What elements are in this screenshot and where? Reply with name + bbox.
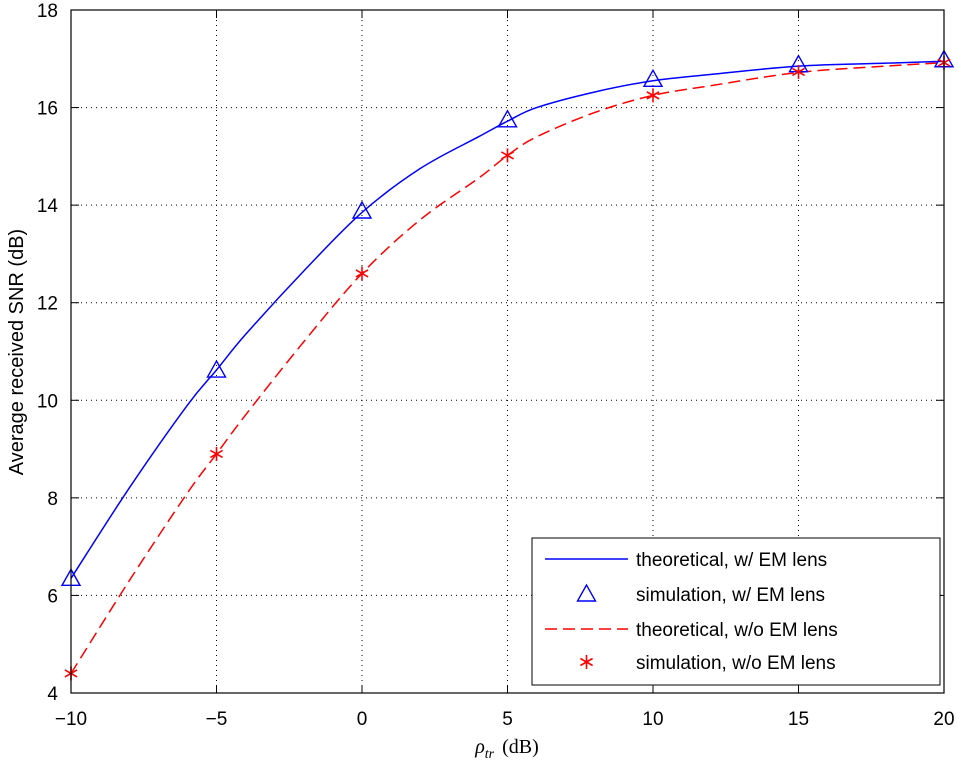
data-point-triangle	[206, 359, 227, 378]
legend-swatch-asterisk	[580, 655, 593, 669]
y-tick-label: 18	[37, 1, 58, 22]
x-tick-label: −5	[206, 709, 228, 730]
y-tick-label: 14	[37, 196, 59, 217]
x-tick-label: 0	[357, 709, 368, 730]
data-point-asterisk	[210, 446, 223, 461]
x-axis-label: ρtr (dB)	[474, 736, 539, 762]
data-point-triangle	[497, 109, 518, 128]
legend-swatch-triangle	[576, 583, 597, 602]
series-lines	[70, 60, 945, 674]
y-tick-label: 12	[37, 294, 58, 315]
legend-label: theoretical, w/o EM lens	[636, 620, 838, 641]
y-tick-labels: 4 6 8 10 12 14 16 18	[37, 1, 59, 705]
x-tick-labels: −10 −5 0 5 10 15 20	[55, 709, 955, 730]
data-point-triangle	[642, 68, 664, 87]
y-tick-label: 4	[47, 684, 58, 705]
series-line-theoretical-with-lens	[70, 60, 945, 579]
y-axis-label: Average received SNR (dB)	[6, 229, 28, 475]
y-tick-label: 10	[37, 391, 58, 412]
axis-ticks	[70, 9, 945, 694]
data-point-asterisk	[646, 88, 660, 103]
data-point-asterisk	[355, 266, 369, 281]
data-point-triangle	[351, 200, 373, 219]
y-tick-label: 16	[37, 99, 58, 120]
legend-label: theoretical, w/ EM lens	[636, 550, 827, 571]
x-tick-label: 10	[642, 709, 663, 730]
legend-label: simulation, w/ EM lens	[636, 585, 825, 606]
y-tick-label: 8	[47, 489, 58, 510]
x-tick-label: 5	[502, 709, 513, 730]
legend-label: simulation, w/o EM lens	[636, 653, 836, 674]
data-point-asterisk	[792, 64, 805, 79]
legend-box	[531, 537, 941, 686]
grid-lines	[71, 10, 944, 693]
y-tick-label: 6	[47, 586, 58, 607]
x-tick-label: 15	[788, 709, 809, 730]
data-point-asterisk	[501, 148, 514, 163]
x-tick-label: −10	[55, 709, 87, 730]
legend: theoretical, w/ EM lens simulation, w/ EM…	[531, 537, 941, 686]
x-tick-label: 20	[933, 709, 954, 730]
